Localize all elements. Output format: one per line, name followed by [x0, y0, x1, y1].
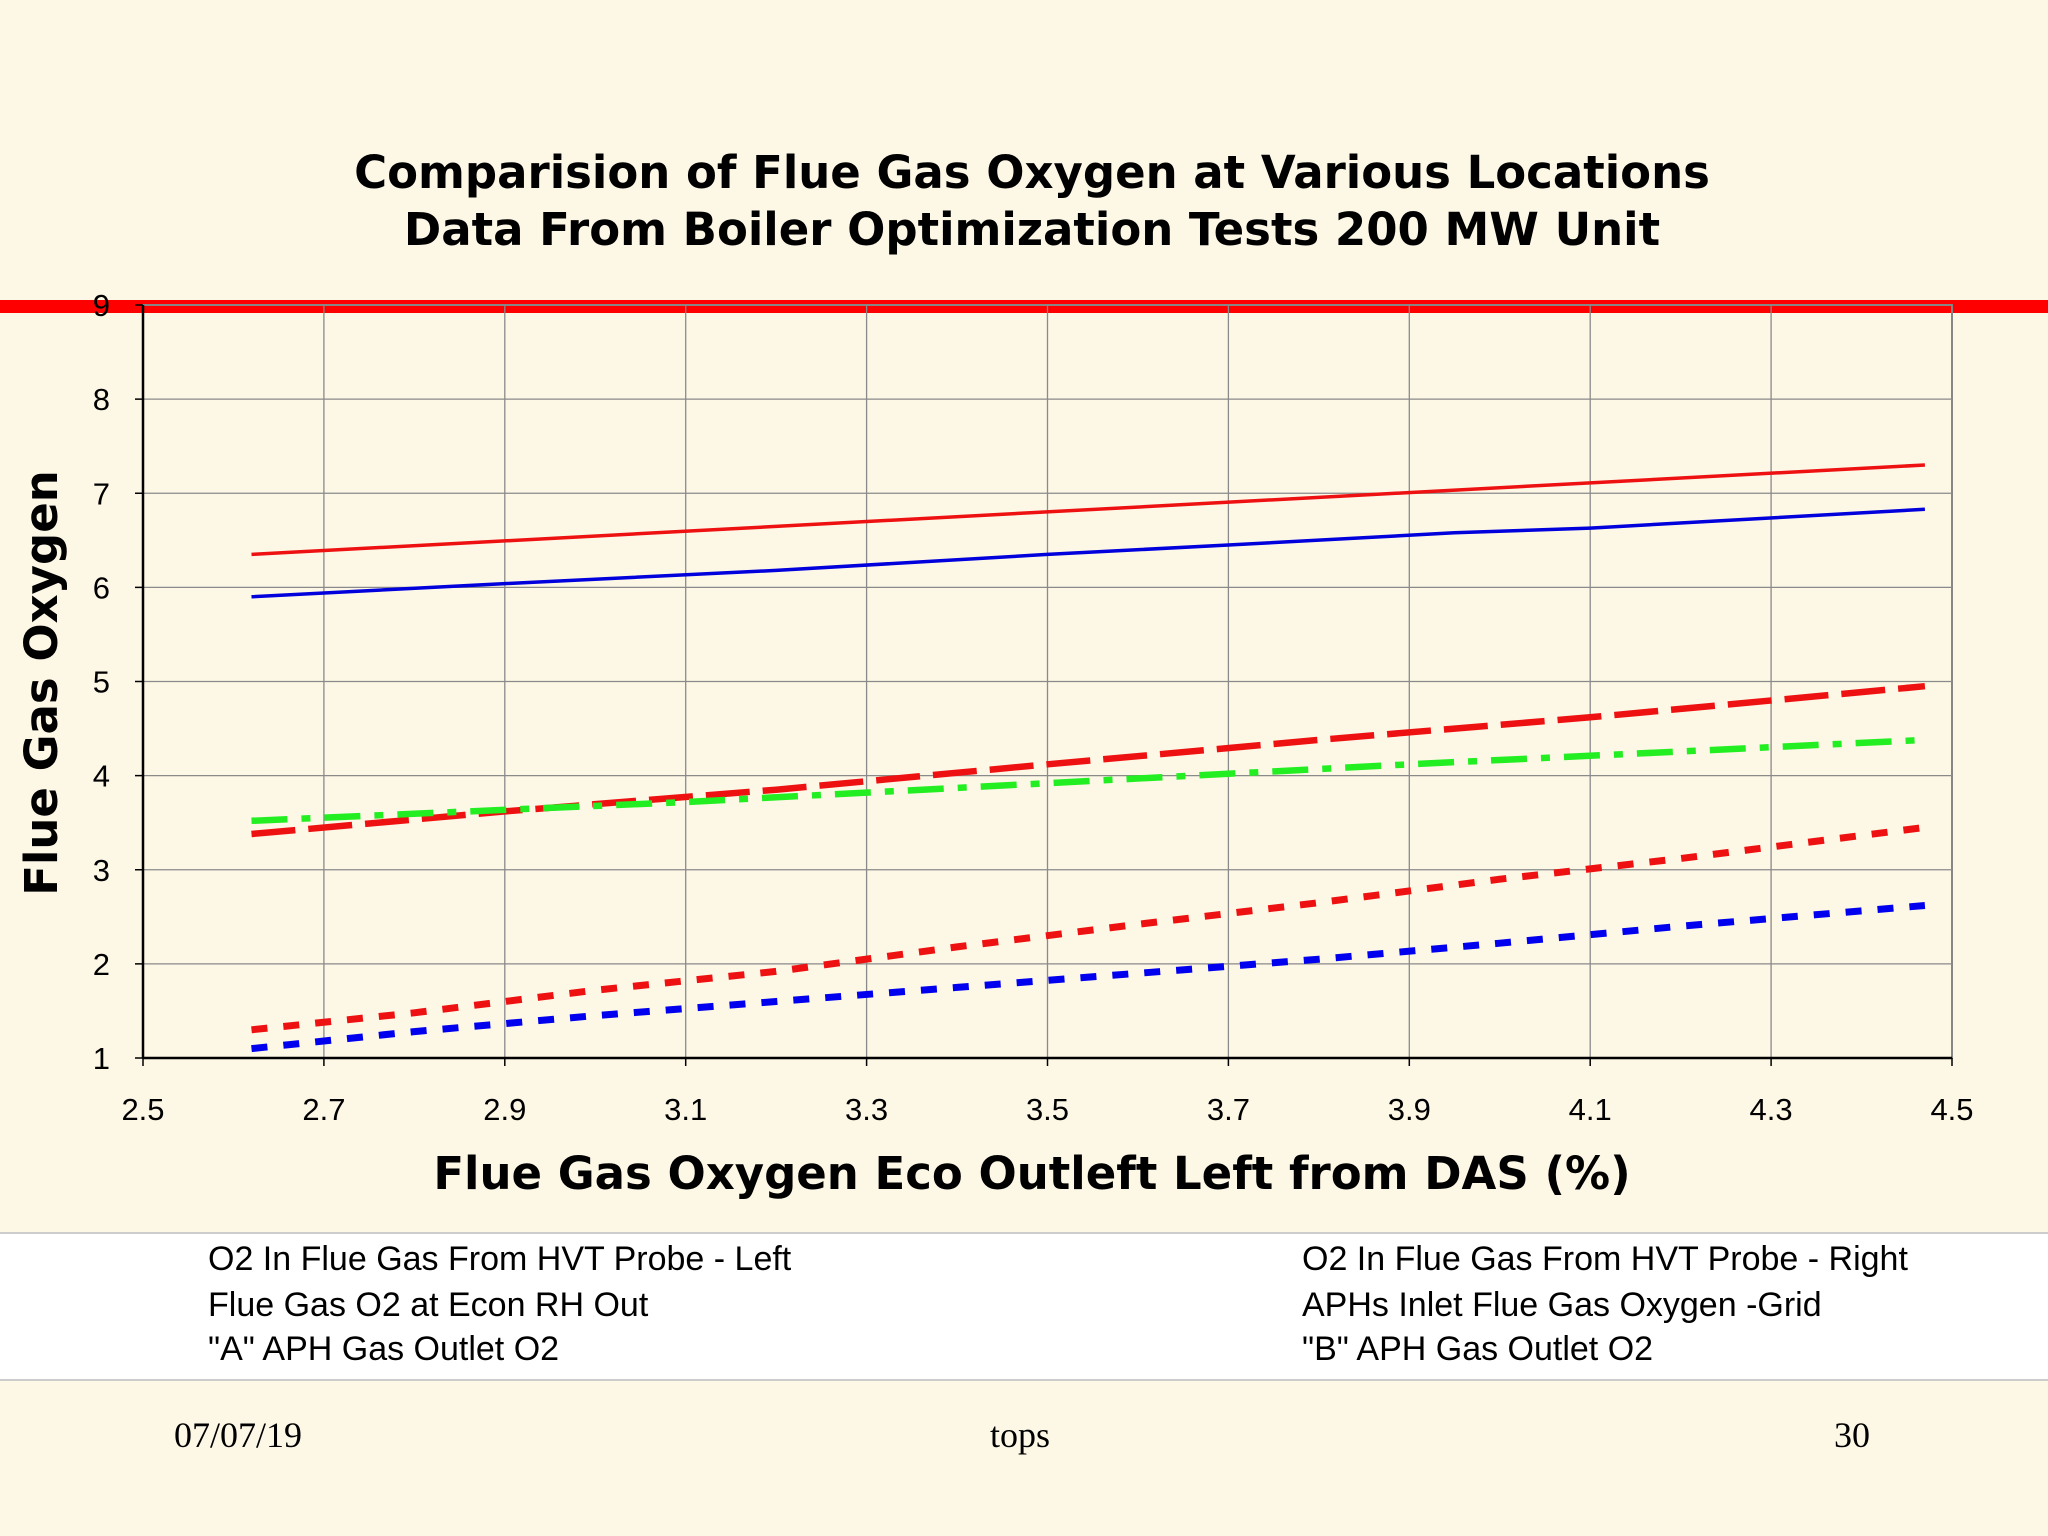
x-tick-label: 3.1 [664, 1092, 707, 1127]
series-line-5 [251, 902, 1926, 1053]
x-tick-label: 3.3 [845, 1092, 888, 1127]
x-tick-label: 4.3 [1750, 1092, 1793, 1127]
y-tick-label: 3 [93, 853, 110, 888]
accent-bar [0, 300, 2048, 313]
series-line-4 [251, 823, 1926, 1034]
x-tick-label: 2.7 [302, 1092, 345, 1127]
x-tick-label: 4.5 [1930, 1092, 1973, 1127]
tick-labels: 2.5 2.7 2.9 3.1 3.3 3.5 3.7 3.9 4.1 4.3 4.5 1 2 3 4 5 6 7… [93, 288, 1974, 1127]
chart-title-line-2: Data From Boiler Optimization Tests 200 … [403, 203, 1661, 256]
chart-title-line-1: Comparision of Flue Gas Oxygen at Variou… [354, 146, 1710, 199]
y-tick-label: 6 [93, 570, 110, 605]
footer-page-number: 30 [1834, 1415, 1870, 1455]
y-tick-label: 1 [93, 1041, 110, 1076]
y-tick-label: 7 [93, 476, 110, 511]
legend-item-aph-inlet-grid: APHs Inlet Flue Gas Oxygen -Grid [1302, 1286, 1822, 1324]
series-line-1 [251, 463, 1925, 557]
legend-item-a-aph-outlet: "A" APH Gas Outlet O2 [208, 1330, 560, 1368]
y-tick-label: 4 [93, 759, 110, 794]
footer-center-text: tops [990, 1415, 1051, 1455]
footer-date: 07/07/19 [174, 1415, 303, 1455]
y-tick-label: 2 [93, 947, 110, 982]
x-tick-label: 3.7 [1207, 1092, 1250, 1127]
y-axis-title: Flue Gas Oxygen [15, 470, 68, 896]
y-tick-label: 5 [93, 665, 110, 700]
legend-item-hvt-right: O2 In Flue Gas From HVT Probe - Right [1302, 1240, 1908, 1278]
legend: O2 In Flue Gas From HVT Probe - Left O2 … [0, 1232, 2048, 1381]
y-tick-label: 9 [93, 288, 110, 323]
legend-item-hvt-left: O2 In Flue Gas From HVT Probe - Left [208, 1240, 792, 1278]
x-tick-label: 4.1 [1569, 1092, 1612, 1127]
x-tick-label: 3.9 [1388, 1092, 1431, 1127]
legend-item-econ-rh-out: Flue Gas O2 at Econ RH Out [208, 1286, 649, 1324]
legend-item-b-aph-outlet: "B" APH Gas Outlet O2 [1302, 1330, 1654, 1368]
x-tick-label: 2.5 [121, 1092, 164, 1127]
x-tick-label: 2.9 [483, 1092, 526, 1127]
x-tick-label: 3.5 [1026, 1092, 1069, 1127]
y-tick-label: 8 [93, 382, 110, 417]
gridlines [135, 304, 1953, 1066]
series-line-3 [251, 736, 1926, 825]
series-line-0 [251, 507, 1925, 599]
series-lines [251, 463, 1926, 1053]
x-axis-title: Flue Gas Oxygen Eco Outleft Left from DA… [433, 1147, 1630, 1200]
